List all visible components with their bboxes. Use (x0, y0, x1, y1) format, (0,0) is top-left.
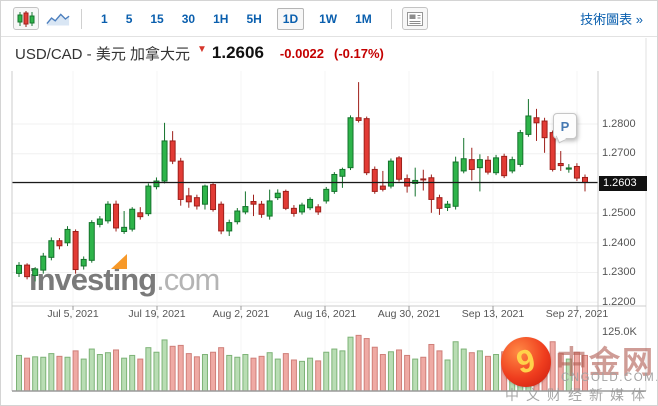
technical-chart-link[interactable]: 技術圖表 » (580, 12, 643, 27)
price-down-arrow-icon: ▼ (197, 43, 207, 55)
interval-selector: 1 5 15 30 1H 5H 1D 1W 1M (92, 7, 381, 30)
interval-1m[interactable]: 1M (355, 11, 372, 26)
y-axis-label: 1.2800 (602, 118, 636, 130)
interval-5h[interactable]: 5H (246, 11, 262, 26)
interval-1w[interactable]: 1W (319, 11, 338, 26)
y-axis-label: 1.2500 (602, 207, 636, 219)
cngold-watermark: 9 中金网 CNGOLD.COM.CN 中文财经新媒体 (499, 335, 657, 403)
cngold-domain: CNGOLD.COM.CN (561, 372, 657, 384)
toolbar-divider (390, 8, 392, 29)
candlestick-type-button[interactable] (13, 7, 39, 30)
cngold-title: 中金网 (556, 345, 655, 380)
x-axis-label: Jul 19, 2021 (128, 308, 186, 320)
y-axis-label: 1.2200 (602, 296, 636, 308)
candlestick-icon (17, 10, 35, 27)
volume-axis-label: 125.0K (602, 326, 637, 338)
interval-1[interactable]: 1 (101, 11, 108, 26)
x-axis-label: Sep 13, 2021 (461, 308, 525, 320)
x-axis-label: Jul 5, 2021 (47, 308, 99, 320)
news-layout-icon (406, 11, 423, 26)
current-price-badge: 1.2603 (599, 176, 647, 191)
chart-toolbar: 1 5 15 30 1H 5H 1D 1W 1M 技術圖表 » (1, 1, 657, 37)
interval-30[interactable]: 30 (181, 11, 196, 26)
last-price: 1.2606 (211, 43, 264, 62)
interval-1d[interactable]: 1D (276, 7, 305, 30)
x-axis-label: Aug 16, 2021 (293, 308, 357, 320)
toolbar-divider (81, 8, 82, 29)
cngold-tagline: 中文财经新媒体 (505, 387, 652, 403)
cngold-swirl-glyph: 9 (512, 341, 539, 381)
news-marker-bubble[interactable]: P (553, 113, 577, 139)
news-panel-button[interactable] (401, 7, 428, 30)
y-axis-label: 1.2300 (602, 266, 636, 278)
y-axis-label: 1.2700 (602, 147, 636, 159)
x-axis-label: Sep 27, 2021 (545, 308, 609, 320)
interval-5[interactable]: 5 (125, 11, 133, 26)
quote-header: USD/CAD - 美元 加拿大元 ▼ 1.2606 -0.0022 (-0.1… (1, 38, 657, 68)
y-axis-label: 1.2400 (602, 237, 636, 249)
price-change-percent: (-0.17%) (334, 45, 384, 61)
line-chart-type-button[interactable] (45, 7, 71, 30)
line-chart-icon (46, 12, 70, 25)
price-change: -0.0022 (279, 45, 325, 61)
x-axis-label: Aug 30, 2021 (377, 308, 441, 320)
interval-1h[interactable]: 1H (213, 11, 229, 26)
investing-watermark: investing.com (29, 262, 219, 297)
cngold-logo-icon: 9 (501, 337, 551, 387)
interval-15[interactable]: 15 (150, 11, 164, 26)
x-axis-label: Aug 2, 2021 (212, 308, 270, 320)
pair-title: USD/CAD - 美元 加拿大元 (15, 45, 191, 63)
